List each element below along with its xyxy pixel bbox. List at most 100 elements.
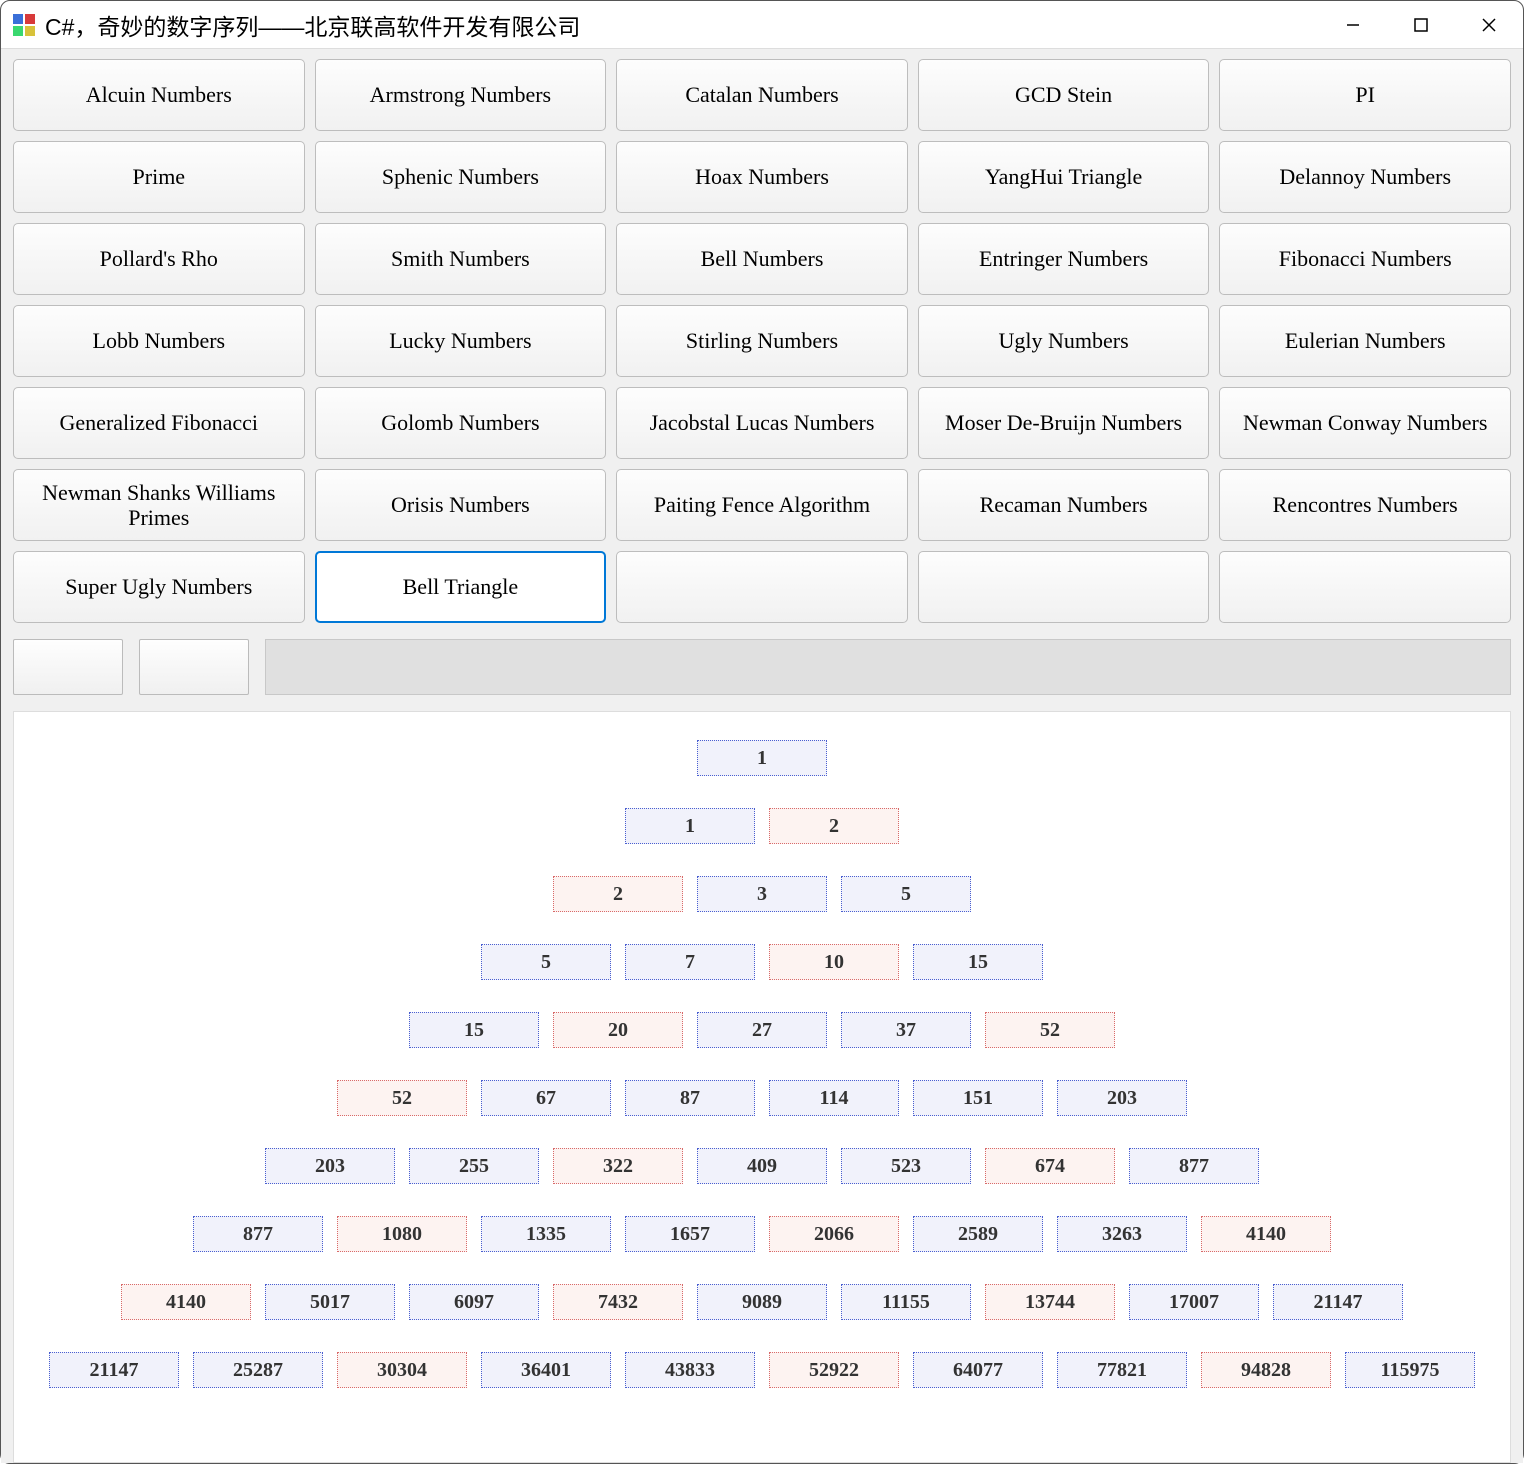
sequence-button-bell-triangle[interactable]: Bell Triangle bbox=[315, 551, 607, 623]
triangle-cell: 30304 bbox=[337, 1352, 467, 1388]
triangle-cell: 25287 bbox=[193, 1352, 323, 1388]
sequence-button-prime[interactable]: Prime bbox=[13, 141, 305, 213]
sequence-button-alcuin-numbers[interactable]: Alcuin Numbers bbox=[13, 59, 305, 131]
secondary-toolbar bbox=[13, 639, 1511, 695]
triangle-cell: 52922 bbox=[769, 1352, 899, 1388]
close-button[interactable] bbox=[1455, 1, 1523, 49]
triangle-cell: 13744 bbox=[985, 1284, 1115, 1320]
triangle-cell: 5 bbox=[841, 876, 971, 912]
window-title: C#，奇妙的数字序列——北京联高软件开发有限公司 bbox=[45, 8, 1319, 42]
triangle-cell: 43833 bbox=[625, 1352, 755, 1388]
sequence-button-jacobstal-lucas-numbers[interactable]: Jacobstal Lucas Numbers bbox=[616, 387, 908, 459]
sequence-button-eulerian-numbers[interactable]: Eulerian Numbers bbox=[1219, 305, 1511, 377]
triangle-cell: 36401 bbox=[481, 1352, 611, 1388]
triangle-cell: 15 bbox=[409, 1012, 539, 1048]
triangle-cell: 1 bbox=[625, 808, 755, 844]
triangle-cell: 15 bbox=[913, 944, 1043, 980]
sequence-button-gcd-stein[interactable]: GCD Stein bbox=[918, 59, 1210, 131]
triangle-cell: 409 bbox=[697, 1148, 827, 1184]
triangle-cell: 17007 bbox=[1129, 1284, 1259, 1320]
sequence-button-newman-shanks-williams-primes[interactable]: Newman Shanks Williams Primes bbox=[13, 469, 305, 541]
triangle-row: 15 20 27 37 52 bbox=[24, 1012, 1500, 1048]
triangle-row: 235 bbox=[24, 876, 1500, 912]
aux-button-2[interactable] bbox=[139, 639, 249, 695]
sequence-button-delannoy-numbers[interactable]: Delannoy Numbers bbox=[1219, 141, 1511, 213]
triangle-row: 526787114151203 bbox=[24, 1080, 1500, 1116]
sequence-button-golomb-numbers[interactable]: Golomb Numbers bbox=[315, 387, 607, 459]
triangle-cell: 21147 bbox=[1273, 1284, 1403, 1320]
triangle-cell: 4140 bbox=[121, 1284, 251, 1320]
triangle-row: 4140 5017 6097 7432 9089 11155 13744 17007 21147 bbox=[24, 1284, 1500, 1320]
app-window: C#，奇妙的数字序列——北京联高软件开发有限公司 Alcuin NumbersA… bbox=[0, 0, 1524, 1464]
triangle-cell: 877 bbox=[1129, 1148, 1259, 1184]
sequence-button-smith-numbers[interactable]: Smith Numbers bbox=[315, 223, 607, 295]
sequence-button-catalan-numbers[interactable]: Catalan Numbers bbox=[616, 59, 908, 131]
triangle-cell: 114 bbox=[769, 1080, 899, 1116]
sequence-button-bell-numbers[interactable]: Bell Numbers bbox=[616, 223, 908, 295]
triangle-cell: 674 bbox=[985, 1148, 1115, 1184]
triangle-cell: 20 bbox=[553, 1012, 683, 1048]
triangle-cell: 37 bbox=[841, 1012, 971, 1048]
triangle-cell: 1335 bbox=[481, 1216, 611, 1252]
triangle-cell: 3263 bbox=[1057, 1216, 1187, 1252]
triangle-cell: 877 bbox=[193, 1216, 323, 1252]
triangle-cell: 7 bbox=[625, 944, 755, 980]
sequence-button-empty[interactable] bbox=[616, 551, 908, 623]
maximize-button[interactable] bbox=[1387, 1, 1455, 49]
triangle-cell: 27 bbox=[697, 1012, 827, 1048]
triangle-cell: 11155 bbox=[841, 1284, 971, 1320]
triangle-row: 571015 bbox=[24, 944, 1500, 980]
minimize-button[interactable] bbox=[1319, 1, 1387, 49]
triangle-row: 203255322409523674877 bbox=[24, 1148, 1500, 1184]
triangle-cell: 67 bbox=[481, 1080, 611, 1116]
triangle-cell: 4140 bbox=[1201, 1216, 1331, 1252]
triangle-row: 1 bbox=[24, 740, 1500, 776]
sequence-button-lucky-numbers[interactable]: Lucky Numbers bbox=[315, 305, 607, 377]
sequence-button-fibonacci-numbers[interactable]: Fibonacci Numbers bbox=[1219, 223, 1511, 295]
triangle-cell: 2 bbox=[553, 876, 683, 912]
output-area: 1122355710151520273752526787114151203203… bbox=[13, 711, 1511, 1463]
triangle-row: 2114725287303043640143833529226407777821… bbox=[24, 1352, 1500, 1388]
sequence-button-armstrong-numbers[interactable]: Armstrong Numbers bbox=[315, 59, 607, 131]
sequence-button-pollard-s-rho[interactable]: Pollard's Rho bbox=[13, 223, 305, 295]
sequence-button-super-ugly-numbers[interactable]: Super Ugly Numbers bbox=[13, 551, 305, 623]
sequence-button-hoax-numbers[interactable]: Hoax Numbers bbox=[616, 141, 908, 213]
sequence-button-entringer-numbers[interactable]: Entringer Numbers bbox=[918, 223, 1210, 295]
sequence-button-lobb-numbers[interactable]: Lobb Numbers bbox=[13, 305, 305, 377]
client-area: Alcuin NumbersArmstrong NumbersCatalan N… bbox=[1, 49, 1523, 1463]
sequence-button-empty[interactable] bbox=[1219, 551, 1511, 623]
triangle-cell: 6097 bbox=[409, 1284, 539, 1320]
sequence-button-ugly-numbers[interactable]: Ugly Numbers bbox=[918, 305, 1210, 377]
triangle-cell: 203 bbox=[265, 1148, 395, 1184]
aux-button-1[interactable] bbox=[13, 639, 123, 695]
sequence-button-recaman-numbers[interactable]: Recaman Numbers bbox=[918, 469, 1210, 541]
triangle-cell: 64077 bbox=[913, 1352, 1043, 1388]
titlebar: C#，奇妙的数字序列——北京联高软件开发有限公司 bbox=[1, 1, 1523, 49]
sequence-button-orisis-numbers[interactable]: Orisis Numbers bbox=[315, 469, 607, 541]
triangle-cell: 2 bbox=[769, 808, 899, 844]
sequence-button-yanghui-triangle[interactable]: YangHui Triangle bbox=[918, 141, 1210, 213]
triangle-cell: 7432 bbox=[553, 1284, 683, 1320]
triangle-cell: 3 bbox=[697, 876, 827, 912]
sequence-button-empty[interactable] bbox=[918, 551, 1210, 623]
sequence-button-paiting-fence-algorithm[interactable]: Paiting Fence Algorithm bbox=[616, 469, 908, 541]
sequence-button-stirling-numbers[interactable]: Stirling Numbers bbox=[616, 305, 908, 377]
sequence-button-newman-conway-numbers[interactable]: Newman Conway Numbers bbox=[1219, 387, 1511, 459]
triangle-cell: 5017 bbox=[265, 1284, 395, 1320]
triangle-cell: 21147 bbox=[49, 1352, 179, 1388]
triangle-cell: 94828 bbox=[1201, 1352, 1331, 1388]
triangle-cell: 2589 bbox=[913, 1216, 1043, 1252]
sequence-button-rencontres-numbers[interactable]: Rencontres Numbers bbox=[1219, 469, 1511, 541]
triangle-cell: 1 bbox=[697, 740, 827, 776]
sequence-button-generalized-fibonacci[interactable]: Generalized Fibonacci bbox=[13, 387, 305, 459]
sequence-button-sphenic-numbers[interactable]: Sphenic Numbers bbox=[315, 141, 607, 213]
triangle-cell: 9089 bbox=[697, 1284, 827, 1320]
triangle-cell: 151 bbox=[913, 1080, 1043, 1116]
sequence-button-moser-de-bruijn-numbers[interactable]: Moser De-Bruijn Numbers bbox=[918, 387, 1210, 459]
triangle-row: 8771080133516572066258932634140 bbox=[24, 1216, 1500, 1252]
sequence-button-pi[interactable]: PI bbox=[1219, 59, 1511, 131]
output-scroll[interactable]: 1122355710151520273752526787114151203203… bbox=[14, 712, 1510, 1462]
triangle-cell: 115975 bbox=[1345, 1352, 1475, 1388]
window-controls bbox=[1319, 1, 1523, 49]
triangle-cell: 52 bbox=[985, 1012, 1115, 1048]
